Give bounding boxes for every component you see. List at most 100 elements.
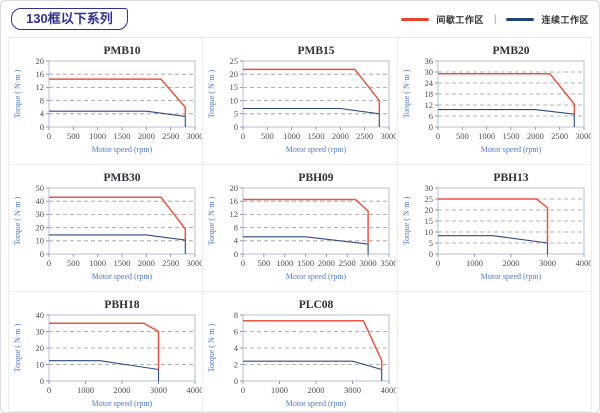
x-tick-label: 0: [241, 131, 245, 141]
y-tick-label: 24: [424, 78, 433, 88]
x-tick-label: 4000: [575, 258, 591, 268]
x-tick-label: 1500: [502, 131, 519, 141]
series-line: [243, 198, 370, 245]
y-tick-label: 10: [36, 236, 45, 246]
y-tick-label: 36: [424, 56, 433, 66]
x-tick-label: 2000: [114, 385, 131, 395]
legend: 间歇工作区 | 连续工作区: [401, 13, 589, 26]
y-tick-label: 25: [424, 194, 433, 204]
chart-cell-pbh09: 0 4 8 12 16 20 0 500 1000 1500 2000 2500 3000 3500 PBH…: [203, 165, 398, 292]
y-tick-label: 0: [40, 376, 44, 386]
chart-canvas: 0 2 4 6 8 0 1000 2000 3000 4000 PLC08 Motor speed (…: [207, 299, 397, 408]
x-tick-label: 2500: [162, 258, 179, 268]
x-tick-label: 1000: [277, 258, 294, 268]
x-tick-label: 1000: [89, 258, 106, 268]
x-tick-label: 3000: [150, 385, 167, 395]
legend-item-continuous: 连续工作区: [506, 13, 589, 26]
y-tick-label: 20: [424, 205, 433, 215]
x-tick-label: 0: [241, 385, 245, 395]
chart-cell-pbh18: 0 10 20 30 40 0 1000 2000 3000 4000 PBH18 Motor spe…: [9, 292, 204, 412]
chart-title: PBH13: [493, 172, 528, 184]
x-axis-label: Motor speed (rpm): [286, 145, 347, 154]
y-tick-label: 40: [36, 310, 45, 320]
chart-pmb10: 0 4 8 12 16 20 0 500 1000 1500 2000 2500 3000 PMB10 Mo…: [9, 41, 202, 164]
chart-title: PMB30: [104, 172, 141, 184]
legend-label: 间歇工作区: [436, 14, 484, 25]
y-axis-label: Torque ( N·m ): [13, 69, 22, 118]
chart-title: PBH09: [299, 172, 334, 184]
y-tick-label: 15: [230, 82, 239, 92]
x-tick-label: 0: [47, 131, 51, 141]
y-tick-label: 40: [36, 196, 45, 206]
series-line: [49, 78, 187, 117]
chart-canvas: 0 4 8 12 16 20 0 500 1000 1500 2000 2500 3000 3500 PBH…: [207, 172, 396, 281]
x-tick-label: 0: [241, 258, 245, 268]
y-tick-label: 30: [36, 209, 45, 219]
y-tick-label: 20: [36, 56, 45, 66]
charts-grid: 0 4 8 12 16 20 0 500 1000 1500 2000 2500 3000 PMB10 Mo…: [8, 37, 592, 412]
chart-cell-pmb20: 0 6 12 18 24 30 36 0 500 1000 1500 2000 2500 3000 PMB2…: [397, 38, 592, 165]
y-tick-label: 16: [36, 69, 45, 79]
legend-separator: |: [493, 13, 497, 25]
legend-label: 连续工作区: [541, 14, 589, 25]
empty-cell: [397, 292, 592, 412]
chart-title: PLC08: [299, 299, 334, 311]
x-tick-label: 2500: [357, 131, 374, 141]
series-line: [49, 322, 160, 370]
series-line: [243, 236, 370, 254]
y-axis-label: Torque ( N·m ): [207, 323, 216, 372]
y-tick-label: 5: [429, 238, 433, 248]
y-axis-label: Torque ( N·m ): [402, 196, 411, 245]
y-tick-label: 16: [230, 196, 239, 206]
y-tick-label: 12: [230, 209, 239, 219]
x-tick-label: 2500: [339, 258, 356, 268]
series-line: [437, 73, 575, 115]
y-tick-label: 8: [234, 310, 238, 320]
y-tick-label: 4: [40, 109, 45, 119]
y-tick-label: 0: [429, 249, 433, 259]
x-tick-label: 2000: [138, 258, 155, 268]
series-line: [437, 109, 575, 127]
chart-cell-pbh13: 0 5 10 15 20 25 30 0 1000 2000 3000 4000 PBH13 Motor …: [397, 165, 592, 292]
x-tick-label: 3000: [539, 258, 556, 268]
x-tick-label: 2000: [502, 258, 519, 268]
y-tick-label: 6: [234, 326, 238, 336]
x-tick-label: 2000: [332, 131, 349, 141]
x-tick-label: 1500: [308, 131, 325, 141]
y-axis-label: Torque ( N·m ): [402, 69, 411, 118]
x-axis-label: Motor speed (rpm): [286, 272, 347, 281]
x-tick-label: 0: [436, 131, 440, 141]
x-tick-label: 3000: [360, 258, 377, 268]
x-tick-label: 1500: [298, 258, 315, 268]
x-tick-label: 4000: [381, 385, 397, 395]
x-tick-label: 1000: [466, 258, 483, 268]
x-axis-label: Motor speed (rpm): [92, 272, 153, 281]
x-tick-label: 500: [456, 131, 469, 141]
series-line: [243, 107, 381, 127]
x-tick-label: 1000: [77, 385, 94, 395]
plot-frame: [242, 187, 390, 255]
series-line: [243, 320, 383, 370]
x-tick-label: 500: [261, 131, 274, 141]
chart-cell-plc08: 0 2 4 6 8 0 1000 2000 3000 4000 PLC08 Motor speed (…: [203, 292, 398, 412]
y-tick-label: 6: [429, 111, 433, 121]
series-line: [437, 235, 548, 254]
y-tick-label: 8: [40, 95, 44, 105]
x-tick-label: 500: [258, 258, 271, 268]
y-tick-label: 4: [234, 343, 239, 353]
chart-title: PMB10: [104, 45, 141, 57]
series-line: [49, 360, 160, 381]
x-axis-label: Motor speed (rpm): [481, 272, 542, 281]
x-tick-label: 1500: [114, 131, 131, 141]
y-tick-label: 25: [230, 56, 239, 66]
y-tick-label: 10: [230, 95, 239, 105]
chart-pbh09: 0 4 8 12 16 20 0 500 1000 1500 2000 2500 3000 3500 PBH…: [203, 168, 396, 291]
y-tick-label: 0: [234, 122, 238, 132]
legend-item-intermittent: 间歇工作区: [401, 13, 484, 26]
y-tick-label: 10: [424, 227, 433, 237]
plot-frame: [242, 60, 390, 128]
series-line: [243, 68, 381, 114]
x-axis-label: Motor speed (rpm): [286, 399, 347, 408]
